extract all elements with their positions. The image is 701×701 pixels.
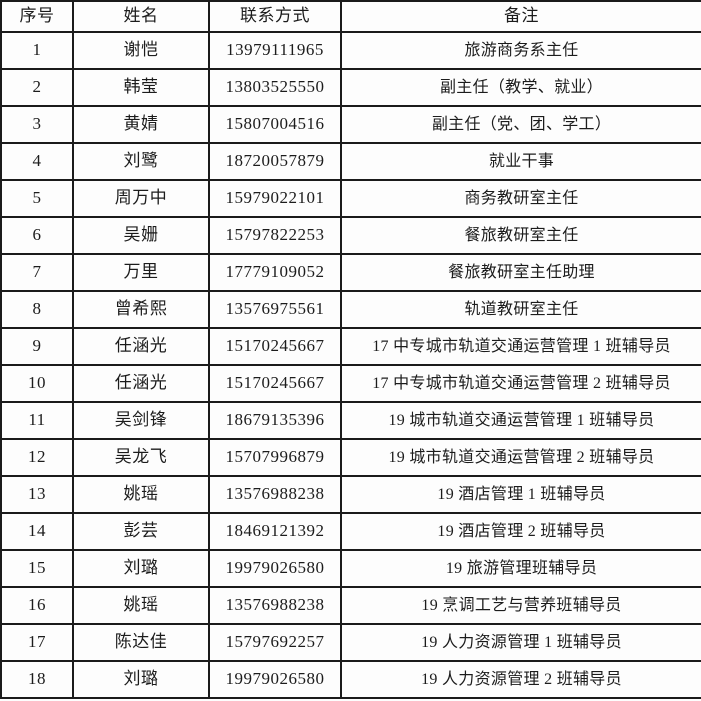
row-number-cell: 12 xyxy=(0,438,74,477)
row-number-cell: 8 xyxy=(0,290,74,329)
table-row: 11 吴剑锋 18679135396 19 城市轨道交通运营管理 1 班辅导员 xyxy=(0,401,701,440)
phone-cell: 15797692257 xyxy=(208,623,342,662)
name-cell: 彭芸 xyxy=(72,512,210,551)
table-row: 4 刘鹭 18720057879 就业干事 xyxy=(0,142,701,181)
phone-cell: 15807004516 xyxy=(208,105,342,144)
remark-cell: 19 烹调工艺与营养班辅导员 xyxy=(340,586,701,625)
table-row: 13 姚瑶 13576988238 19 酒店管理 1 班辅导员 xyxy=(0,475,701,514)
phone-cell: 13576975561 xyxy=(208,290,342,329)
phone-cell: 15170245667 xyxy=(208,327,342,366)
table-row: 18 刘璐 19979026580 19 人力资源管理 2 班辅导员 xyxy=(0,660,701,699)
remark-cell: 19 旅游管理班辅导员 xyxy=(340,549,701,588)
remark-cell: 19 城市轨道交通运营管理 2 班辅导员 xyxy=(340,438,701,477)
row-number-cell: 18 xyxy=(0,660,74,699)
remark-cell: 副主任（党、团、学工） xyxy=(340,105,701,144)
table-row: 17 陈达佳 15797692257 19 人力资源管理 1 班辅导员 xyxy=(0,623,701,662)
remark-cell: 19 人力资源管理 2 班辅导员 xyxy=(340,660,701,699)
row-number-cell: 1 xyxy=(0,31,74,70)
table-row: 6 吴姗 15797822253 餐旅教研室主任 xyxy=(0,216,701,255)
phone-cell: 18679135396 xyxy=(208,401,342,440)
name-cell: 姚瑶 xyxy=(72,586,210,625)
remark-cell: 商务教研室主任 xyxy=(340,179,701,218)
row-number-cell: 5 xyxy=(0,179,74,218)
table-row: 14 彭芸 18469121392 19 酒店管理 2 班辅导员 xyxy=(0,512,701,551)
phone-cell: 13576988238 xyxy=(208,586,342,625)
name-cell: 曾希熙 xyxy=(72,290,210,329)
row-number-cell: 14 xyxy=(0,512,74,551)
phone-cell: 15979022101 xyxy=(208,179,342,218)
name-cell: 谢恺 xyxy=(72,31,210,70)
phone-cell: 13979111965 xyxy=(208,31,342,70)
row-number-cell: 11 xyxy=(0,401,74,440)
name-cell: 刘鹭 xyxy=(72,142,210,181)
phone-cell: 13576988238 xyxy=(208,475,342,514)
phone-cell: 19979026580 xyxy=(208,549,342,588)
name-cell: 任涵光 xyxy=(72,327,210,366)
remark-cell: 轨道教研室主任 xyxy=(340,290,701,329)
phone-cell: 17779109052 xyxy=(208,253,342,292)
table-row: 3 黄婧 15807004516 副主任（党、团、学工） xyxy=(0,105,701,144)
remark-cell: 19 酒店管理 2 班辅导员 xyxy=(340,512,701,551)
column-header-remark: 备注 xyxy=(340,0,701,33)
row-number-cell: 9 xyxy=(0,327,74,366)
row-number-cell: 13 xyxy=(0,475,74,514)
name-cell: 任涵光 xyxy=(72,364,210,403)
row-number-cell: 17 xyxy=(0,623,74,662)
name-cell: 周万中 xyxy=(72,179,210,218)
remark-cell: 餐旅教研室主任助理 xyxy=(340,253,701,292)
row-number-cell: 3 xyxy=(0,105,74,144)
remark-cell: 19 酒店管理 1 班辅导员 xyxy=(340,475,701,514)
table-header-row: 序号 姓名 联系方式 备注 xyxy=(0,0,701,33)
name-cell: 吴姗 xyxy=(72,216,210,255)
remark-cell: 17 中专城市轨道交通运营管理 1 班辅导员 xyxy=(340,327,701,366)
table-row: 12 吴龙飞 15707996879 19 城市轨道交通运营管理 2 班辅导员 xyxy=(0,438,701,477)
remark-cell: 17 中专城市轨道交通运营管理 2 班辅导员 xyxy=(340,364,701,403)
phone-cell: 18720057879 xyxy=(208,142,342,181)
remark-cell: 19 城市轨道交通运营管理 1 班辅导员 xyxy=(340,401,701,440)
table-row: 9 任涵光 15170245667 17 中专城市轨道交通运营管理 1 班辅导员 xyxy=(0,327,701,366)
table-row: 7 万里 17779109052 餐旅教研室主任助理 xyxy=(0,253,701,292)
remark-cell: 副主任（教学、就业） xyxy=(340,68,701,107)
phone-cell: 15707996879 xyxy=(208,438,342,477)
row-number-cell: 2 xyxy=(0,68,74,107)
name-cell: 黄婧 xyxy=(72,105,210,144)
remark-cell: 餐旅教研室主任 xyxy=(340,216,701,255)
phone-cell: 15797822253 xyxy=(208,216,342,255)
phone-cell: 15170245667 xyxy=(208,364,342,403)
column-header-name: 姓名 xyxy=(72,0,210,33)
remark-cell: 19 人力资源管理 1 班辅导员 xyxy=(340,623,701,662)
phone-cell: 19979026580 xyxy=(208,660,342,699)
phone-cell: 13803525550 xyxy=(208,68,342,107)
row-number-cell: 10 xyxy=(0,364,74,403)
table-row: 15 刘璐 19979026580 19 旅游管理班辅导员 xyxy=(0,549,701,588)
row-number-cell: 7 xyxy=(0,253,74,292)
row-number-cell: 15 xyxy=(0,549,74,588)
table-row: 5 周万中 15979022101 商务教研室主任 xyxy=(0,179,701,218)
table-row: 10 任涵光 15170245667 17 中专城市轨道交通运营管理 2 班辅导员 xyxy=(0,364,701,403)
name-cell: 刘璐 xyxy=(72,660,210,699)
remark-cell: 就业干事 xyxy=(340,142,701,181)
row-number-cell: 4 xyxy=(0,142,74,181)
remark-cell: 旅游商务系主任 xyxy=(340,31,701,70)
name-cell: 吴龙飞 xyxy=(72,438,210,477)
table-body: 1 谢恺 13979111965 旅游商务系主任 2 韩莹 13803525550 副主任（教… xyxy=(0,31,701,699)
table-row: 16 姚瑶 13576988238 19 烹调工艺与营养班辅导员 xyxy=(0,586,701,625)
name-cell: 刘璐 xyxy=(72,549,210,588)
name-cell: 韩莹 xyxy=(72,68,210,107)
name-cell: 姚瑶 xyxy=(72,475,210,514)
header-row: 序号 姓名 联系方式 备注 xyxy=(0,0,701,33)
table-row: 2 韩莹 13803525550 副主任（教学、就业） xyxy=(0,68,701,107)
table-row: 1 谢恺 13979111965 旅游商务系主任 xyxy=(0,31,701,70)
name-cell: 陈达佳 xyxy=(72,623,210,662)
row-number-cell: 16 xyxy=(0,586,74,625)
phone-cell: 18469121392 xyxy=(208,512,342,551)
table-row: 8 曾希熙 13576975561 轨道教研室主任 xyxy=(0,290,701,329)
row-number-cell: 6 xyxy=(0,216,74,255)
column-header-no: 序号 xyxy=(0,0,74,33)
column-header-phone: 联系方式 xyxy=(208,0,342,33)
name-cell: 吴剑锋 xyxy=(72,401,210,440)
name-cell: 万里 xyxy=(72,253,210,292)
